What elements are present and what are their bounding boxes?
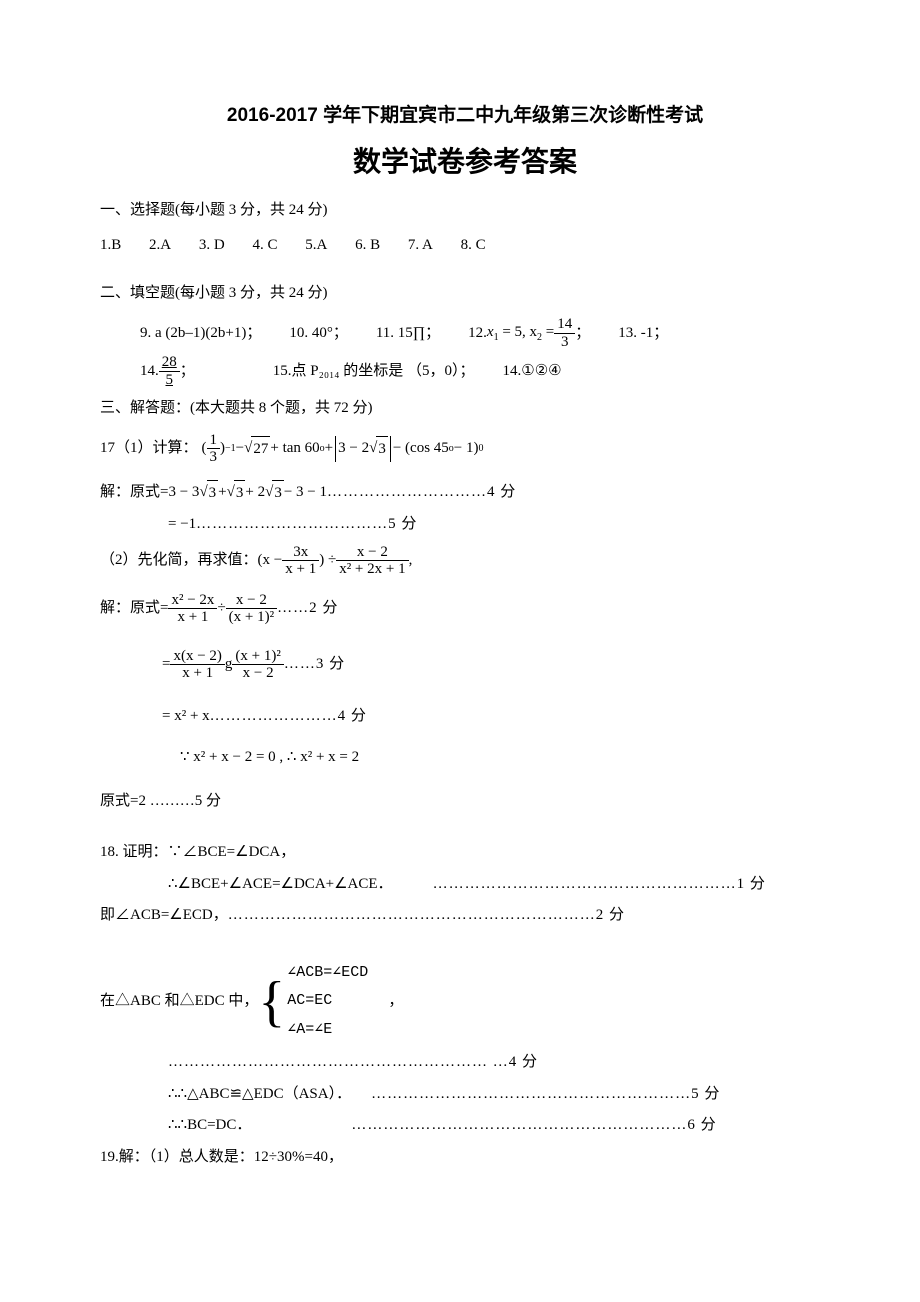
q18-line2: ∴∠BCE+∠ACE=∠DCA+∠ACE． ………………………………………………… bbox=[100, 872, 830, 898]
q14-answer: 14. 285 ； bbox=[140, 354, 195, 388]
q17-1-problem: 17（1）计算： ( 13 )−1 − √27 + tan 60o + 3 − … bbox=[100, 432, 830, 466]
q18-cases: 在△ABC 和△EDC 中， { ∠ACB=∠ECD AC=EC ∠A=∠E ， bbox=[100, 959, 830, 1045]
q17-2-step5: 原式=2 ………5 分 bbox=[100, 789, 830, 815]
q17-2-step3: = x² + x ……………………4 分 bbox=[162, 704, 830, 730]
q17-2-problem: （2）先化简，再求值： (x − 3xx + 1 ) ÷ x − 2x² + 2… bbox=[100, 544, 830, 578]
exam-title-line1: 2016-2017 学年下期宜宾市二中九年级第三次诊断性考试 bbox=[100, 100, 830, 132]
q18-line5: ∴∴△ABC≌△EDC（ASA）． ……………………………………………………5 … bbox=[168, 1082, 830, 1108]
section-3-heading: 三、解答题：(本大题共 8 个题，共 72 分) bbox=[100, 396, 830, 422]
left-brace-icon: { bbox=[258, 974, 285, 1030]
q17-1-step1: 解：原式= 3 − 3√3 + √3 + 2√3 − 3 − 1 …………………… bbox=[100, 480, 830, 507]
q17-1-step2: = −1 ………………………………5 分 bbox=[168, 512, 830, 538]
q19-line1: 19.解：（1）总人数是：12÷30%=40， bbox=[100, 1145, 830, 1171]
q18-line6: ∴∴BC=DC． ………………………………………………………6 分 bbox=[168, 1113, 830, 1139]
q11-answer: 11. 15∏； bbox=[376, 321, 440, 347]
exam-title-line2: 数学试卷参考答案 bbox=[100, 138, 830, 186]
mc-answer: 6. B bbox=[355, 233, 380, 259]
q15-answer: 15.点 P₂₀₁₄ 的坐标是 （5，0）； bbox=[273, 359, 475, 385]
q10-answer: 10. 40°； bbox=[289, 321, 348, 347]
q9-answer: 9. a (2b–1)(2b+1)； bbox=[140, 321, 261, 347]
mc-answer: 5.A bbox=[305, 233, 327, 259]
multiple-choice-answers: 1.B 2.A 3. D 4. C 5.A 6. B 7. A 8. C bbox=[100, 233, 830, 259]
q18-line3: 即∠ACB=∠ECD， ……………………………………………………………2 分 bbox=[100, 903, 830, 929]
q17-2-step2: = x(x − 2)x + 1 g (x + 1)²x − 2 ……3 分 bbox=[162, 648, 830, 682]
mc-answer: 8. C bbox=[461, 233, 486, 259]
mc-answer: 7. A bbox=[408, 233, 433, 259]
fill-blank-row-2: 14. 285 ； 15.点 P₂₀₁₄ 的坐标是 （5，0）； 14.①②④ bbox=[140, 354, 830, 388]
q18-line4-score: …………………………………………………… …4 分 bbox=[168, 1050, 830, 1076]
q12-answer: 12. x1 = 5, x2 = 143 ； bbox=[468, 316, 590, 350]
section-2-heading: 二、填空题(每小题 3 分，共 24 分) bbox=[100, 281, 830, 307]
section-1-heading: 一、选择题(每小题 3 分，共 24 分) bbox=[100, 198, 830, 224]
mc-answer: 3. D bbox=[199, 233, 225, 259]
q17-2-step4: ∵ x² + x − 2 = 0 , ∴ x² + x = 2 bbox=[180, 745, 830, 771]
q18-line1: 18. 证明：∵∠BCE=∠DCA， bbox=[100, 840, 830, 866]
mc-answer: 2.A bbox=[149, 233, 171, 259]
q14b-answer: 14.①②④ bbox=[503, 359, 562, 385]
q17-2-step1: 解：原式= x² − 2xx + 1 ÷ x − 2(x + 1)² ……2 分 bbox=[100, 592, 830, 626]
q13-answer: 13. -1； bbox=[618, 321, 668, 347]
mc-answer: 4. C bbox=[252, 233, 277, 259]
mc-answer: 1.B bbox=[100, 233, 121, 259]
fill-blank-row-1: 9. a (2b–1)(2b+1)； 10. 40°； 11. 15∏； 12.… bbox=[140, 316, 830, 350]
